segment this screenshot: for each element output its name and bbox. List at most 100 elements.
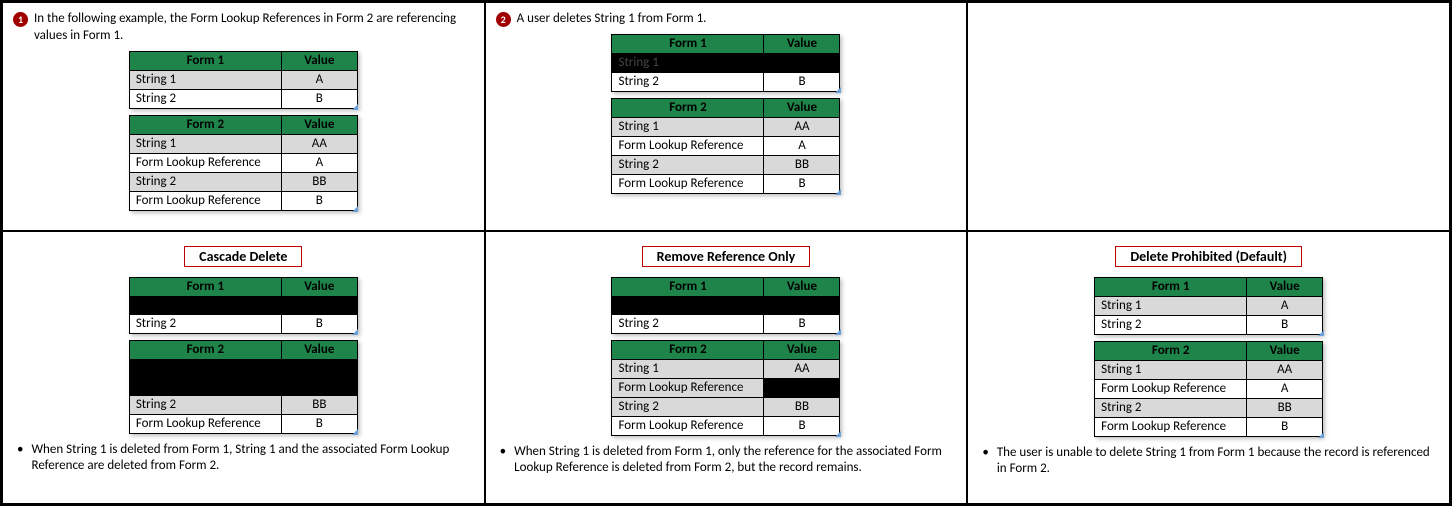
row-label: Form Lookup Reference: [612, 136, 764, 155]
table-row: String 2BB: [1095, 399, 1323, 418]
row-label: Form Lookup Reference: [129, 415, 281, 434]
row-label: String 2: [612, 155, 764, 174]
table-value-header: Value: [281, 51, 357, 70]
row-label: String 1: [612, 360, 764, 379]
row-label: String 2: [129, 315, 281, 334]
data-table: Form 2ValueString 1AAForm Lookup Referen…: [611, 98, 840, 194]
step-badge-1: 1: [13, 12, 28, 27]
data-table: Form 2ValueString 1AAForm Lookup Referen…: [129, 115, 358, 211]
table-corner-icon: [352, 329, 358, 335]
row-value: B: [764, 174, 840, 193]
table-title: Form 2: [129, 341, 281, 360]
panel-cascade-delete: Cascade Delete Form 1ValueString 2BForm …: [2, 231, 485, 504]
table-row: [129, 360, 357, 378]
table-corner-icon: [352, 429, 358, 435]
panel-5-tables: Form 1ValueString 2BForm 2ValueString 1A…: [610, 277, 842, 436]
table-row: Form Lookup ReferenceA: [612, 136, 840, 155]
row-value: [764, 379, 840, 398]
table-corner-icon: [352, 104, 358, 110]
step-badge-2: 2: [496, 12, 511, 27]
panel-5-bullet: When String 1 is deleted from Form 1, on…: [496, 444, 957, 477]
table-corner-icon: [835, 189, 841, 195]
table-row: Form Lookup ReferenceB: [129, 415, 357, 434]
panel-6-tables: Form 1ValueString 1AString 2BForm 2Value…: [1093, 277, 1325, 437]
table-corner-icon: [1318, 432, 1324, 438]
table-row: String 1AA: [612, 360, 840, 379]
title-remove-reference: Remove Reference Only: [642, 246, 811, 267]
table-value-header: Value: [764, 34, 840, 53]
bullet-text: The user is unable to delete String 1 fr…: [997, 445, 1435, 478]
panel-1-tables: Form 1ValueString 1AString 2BForm 2Value…: [127, 51, 359, 211]
panel-delete-prohibited: Delete Prohibited (Default) Form 1ValueS…: [967, 231, 1450, 504]
row-label: String 2: [612, 315, 764, 334]
row-value: B: [764, 417, 840, 436]
panel-remove-reference: Remove Reference Only Form 1ValueString …: [485, 231, 968, 504]
row-label: String 2: [1095, 316, 1247, 335]
table-title: Form 1: [1095, 278, 1247, 297]
table-value-header: Value: [281, 115, 357, 134]
table-row: String 2BB: [129, 172, 357, 191]
row-label: String 1: [612, 117, 764, 136]
data-table: Form 1ValueString 2B: [129, 277, 358, 334]
row-label: String 1: [129, 134, 281, 153]
table-row: String 1AA: [612, 117, 840, 136]
row-label: String 1: [612, 53, 764, 72]
row-label: String 2: [129, 172, 281, 191]
row-label: Form Lookup Reference: [612, 379, 764, 398]
row-value: B: [281, 89, 357, 108]
table-title: Form 2: [612, 341, 764, 360]
panel-2-intro: 2 A user deletes String 1 from Form 1.: [496, 11, 957, 28]
table-row: Form Lookup ReferenceA: [1095, 380, 1323, 399]
table-value-header: Value: [764, 278, 840, 297]
row-label: String 2: [129, 89, 281, 108]
panel-1-text: In the following example, the Form Looku…: [34, 11, 474, 45]
panel-2-text: A user deletes String 1 from Form 1.: [517, 11, 707, 28]
row-value: B: [281, 191, 357, 210]
diagram-frame: 1 In the following example, the Form Loo…: [0, 0, 1452, 506]
table-row: Form Lookup ReferenceB: [612, 417, 840, 436]
table-corner-icon: [835, 329, 841, 335]
row-label: [129, 378, 281, 396]
row-label: [129, 297, 281, 315]
table-value-header: Value: [281, 341, 357, 360]
row-label: Form Lookup Reference: [1095, 380, 1247, 399]
table-corner-icon: [1318, 330, 1324, 336]
row-label: Form Lookup Reference: [129, 153, 281, 172]
row-value: AA: [1247, 361, 1323, 380]
table-row: String 1A: [1095, 297, 1323, 316]
table-row: String 2B: [129, 315, 357, 334]
bullet-text: When String 1 is deleted from Form 1, St…: [31, 442, 469, 475]
row-value: AA: [764, 117, 840, 136]
panel-1: 1 In the following example, the Form Loo…: [2, 2, 485, 231]
table-row: String 1AA: [129, 134, 357, 153]
table-row: String 1AA: [1095, 361, 1323, 380]
row-value: [281, 378, 357, 396]
data-table: Form 2ValueString 1AAForm Lookup Referen…: [611, 340, 840, 436]
title-cascade-delete: Cascade Delete: [184, 246, 302, 267]
table-row: String 2BB: [129, 396, 357, 415]
table-row: Form Lookup Reference: [612, 379, 840, 398]
panel-2-tables: Form 1ValueString 1AString 2BForm 2Value…: [610, 34, 842, 194]
table-value-header: Value: [1247, 278, 1323, 297]
table-value-header: Value: [764, 341, 840, 360]
row-value: B: [1247, 418, 1323, 437]
table-title: Form 1: [612, 278, 764, 297]
row-label: String 2: [612, 398, 764, 417]
panel-3-empty: [967, 2, 1450, 231]
table-row: String 2B: [129, 89, 357, 108]
row-value: BB: [281, 396, 357, 415]
table-title: Form 1: [129, 278, 281, 297]
row-label: Form Lookup Reference: [129, 191, 281, 210]
data-table: Form 1Value String 2B: [611, 277, 840, 334]
table-corner-icon: [835, 431, 841, 437]
row-label: String 1: [1095, 297, 1247, 316]
table-title: Form 1: [129, 51, 281, 70]
table-title: Form 2: [612, 98, 764, 117]
table-row: Form Lookup ReferenceB: [612, 174, 840, 193]
table-corner-icon: [835, 87, 841, 93]
table-row: String 2B: [612, 315, 840, 334]
row-value: BB: [764, 155, 840, 174]
row-value: B: [764, 72, 840, 91]
table-row: String 2BB: [612, 155, 840, 174]
row-value: B: [281, 415, 357, 434]
